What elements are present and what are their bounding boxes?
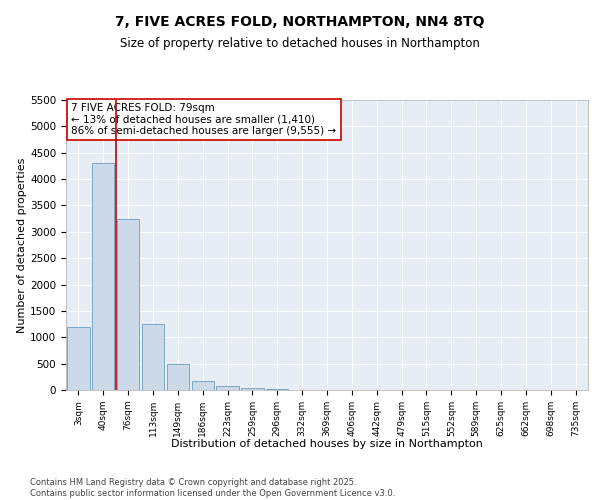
Bar: [117, 218, 139, 390]
Text: 7 FIVE ACRES FOLD: 79sqm
← 13% of detached houses are smaller (1,410)
86% of sem: 7 FIVE ACRES FOLD: 79sqm ← 13% of detach…: [71, 103, 337, 136]
Bar: [167, 364, 189, 390]
Bar: [217, 386, 239, 390]
Text: Contains HM Land Registry data © Crown copyright and database right 2025.
Contai: Contains HM Land Registry data © Crown c…: [30, 478, 395, 498]
Bar: [67, 326, 89, 390]
Text: Size of property relative to detached houses in Northampton: Size of property relative to detached ho…: [120, 38, 480, 51]
Bar: [142, 324, 164, 390]
Y-axis label: Number of detached properties: Number of detached properties: [17, 158, 27, 332]
Bar: [241, 388, 263, 390]
Bar: [191, 381, 214, 390]
X-axis label: Distribution of detached houses by size in Northampton: Distribution of detached houses by size …: [171, 439, 483, 449]
Bar: [92, 164, 115, 390]
Text: 7, FIVE ACRES FOLD, NORTHAMPTON, NN4 8TQ: 7, FIVE ACRES FOLD, NORTHAMPTON, NN4 8TQ: [115, 15, 485, 29]
